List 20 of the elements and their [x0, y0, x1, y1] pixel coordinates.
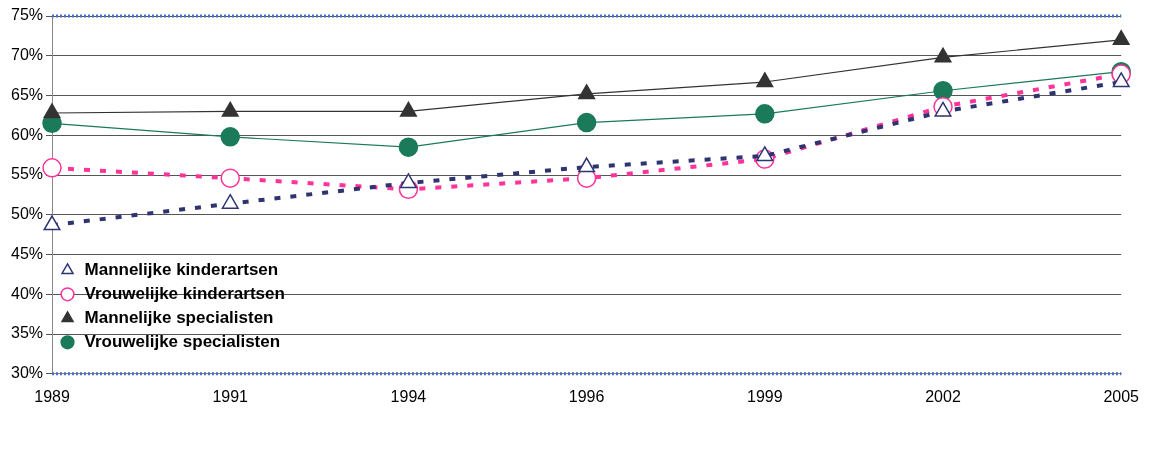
- legend-label: Mannelijke specialisten: [84, 307, 274, 327]
- y-tick-label: 65%: [10, 85, 44, 103]
- y-tick-label: 70%: [10, 46, 44, 64]
- legend-label: Mannelijke kinderartsen: [84, 259, 279, 279]
- y-tick-label: 75%: [10, 6, 44, 24]
- y-tick-label: 50%: [10, 205, 44, 223]
- x-tick-label: 2005: [1103, 387, 1140, 405]
- x-tick-label: 2002: [925, 387, 961, 405]
- y-tick-label: 35%: [10, 324, 44, 342]
- x-tick-label: 1999: [747, 387, 783, 405]
- y-tick-label: 40%: [10, 284, 44, 302]
- x-tick-label: 1991: [212, 387, 249, 405]
- legend-label: Vrouwelijke specialisten: [84, 331, 281, 351]
- y-tick-label: 30%: [10, 364, 44, 382]
- y-tick-label: 60%: [10, 125, 44, 143]
- y-tick-label: 45%: [10, 244, 44, 262]
- x-tick-label: 1996: [568, 387, 605, 405]
- y-tick-label: 55%: [10, 165, 44, 183]
- x-tick-label: 1994: [390, 387, 427, 405]
- x-tick-label: 1989: [34, 387, 70, 405]
